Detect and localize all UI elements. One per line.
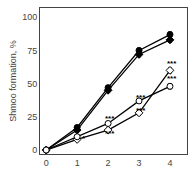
svg-text:***: *** — [105, 114, 115, 123]
svg-text:0: 0 — [44, 158, 49, 168]
svg-text:0: 0 — [32, 145, 37, 155]
svg-text:Shmoo formation, %: Shmoo formation, % — [8, 40, 18, 122]
svg-text:1: 1 — [75, 158, 80, 168]
svg-text:***: *** — [105, 129, 115, 138]
svg-text:75: 75 — [27, 46, 37, 56]
svg-text:***: *** — [167, 74, 177, 83]
svg-text:50: 50 — [27, 79, 37, 89]
svg-text:100: 100 — [22, 12, 37, 22]
svg-text:***: *** — [136, 106, 146, 115]
svg-text:***: *** — [136, 93, 146, 102]
svg-text:4: 4 — [167, 158, 172, 168]
svg-text:***: *** — [167, 59, 177, 68]
svg-text:25: 25 — [27, 112, 37, 122]
svg-text:2: 2 — [106, 158, 111, 168]
svg-text:3: 3 — [137, 158, 142, 168]
svg-text:*: * — [82, 134, 86, 143]
